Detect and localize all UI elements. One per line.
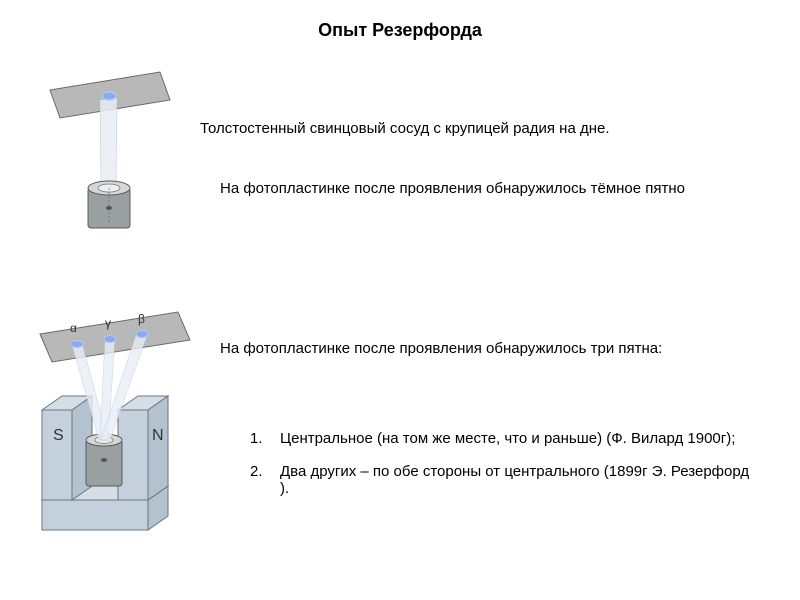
lead-container-body-2 <box>86 440 122 486</box>
caption-container: Толстостенный свинцовый сосуд с крупицей… <box>200 120 760 137</box>
list-item: 2. Два других – по обе стороны от центра… <box>250 463 750 497</box>
spot-beta <box>136 331 148 338</box>
list-text: Два других – по обе стороны от центральн… <box>280 463 750 497</box>
label-beta: β <box>138 312 145 326</box>
ray-cone <box>100 98 117 188</box>
list-number: 1. <box>250 430 266 447</box>
list-text: Центральное (на том же месте, что и рань… <box>280 430 735 447</box>
list-item: 1. Центральное (на том же месте, что и р… <box>250 430 750 447</box>
magnet-pole-N: N <box>152 427 164 444</box>
magnet-left-front <box>42 410 72 500</box>
spot-gamma <box>104 336 116 343</box>
caption-three-spots: На фотопластинке после проявления обнару… <box>220 340 760 357</box>
magnet-right-side <box>148 396 168 500</box>
spot-alpha <box>71 341 83 348</box>
diagram-single-spot <box>40 60 180 240</box>
label-alpha: α <box>70 321 77 335</box>
dark-spot <box>102 92 116 100</box>
label-gamma: γ <box>105 316 111 330</box>
list-number: 2. <box>250 463 266 497</box>
magnet-base-front <box>42 500 148 530</box>
magnet-pole-S: S <box>53 427 64 444</box>
caption-single-spot: На фотопластинке после проявления обнару… <box>220 180 760 197</box>
spots-list: 1. Центральное (на том же месте, что и р… <box>250 430 750 513</box>
radium-grain-2 <box>101 458 107 462</box>
diagram-three-spots: S N α γ β <box>20 300 200 540</box>
page-title: Опыт Резерфорда <box>0 20 800 41</box>
